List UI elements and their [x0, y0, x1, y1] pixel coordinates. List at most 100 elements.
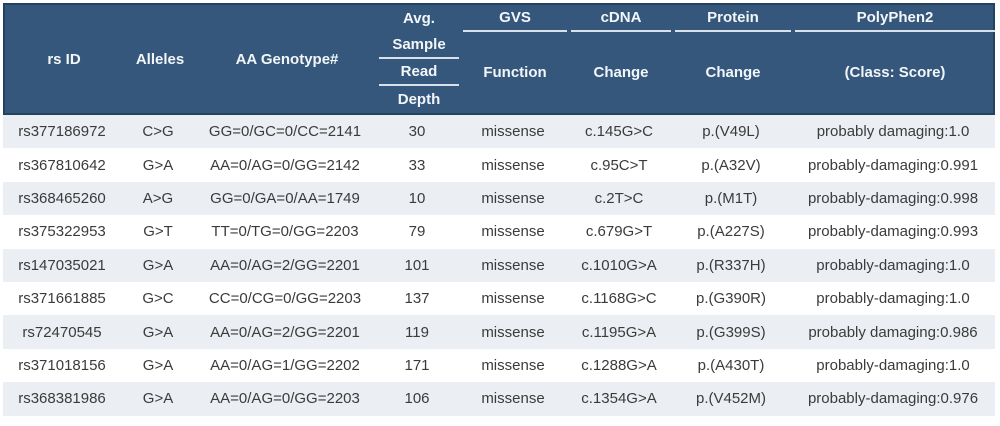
cdna-change-cell: c.1354G>A [581, 390, 657, 408]
protein-change-cell: p.(G390R) [695, 290, 767, 308]
cdna-change-cell: c.145G>C [585, 123, 653, 141]
gvs-group-label: GVS [463, 5, 567, 32]
polyphen2-class-score-label: (Class: Score) [844, 64, 946, 81]
gvs-function-cell: missense [481, 223, 545, 241]
gvs-function-cell: missense [481, 256, 545, 274]
polyphen2-cell: probably-damaging:0.991 [807, 156, 979, 174]
polyphen2-group-label: PolyPhen2 [795, 5, 995, 32]
column-header-aa-genotype: AA Genotype# [235, 50, 339, 68]
cdna-change-cell: c.1195G>A [581, 323, 657, 341]
table-row: rs371018156 G>A AA=0/AG=1/GG=2202 171 mi… [3, 348, 995, 383]
depth-header-line-depth: Depth [397, 91, 441, 108]
alleles-cell: C>G [142, 123, 174, 141]
aa-genotype-cell: AA=0/AG=0/GG=2203 [210, 390, 360, 408]
table-row: rs368381986 G>A AA=0/AG=0/GG=2203 106 mi… [3, 382, 995, 416]
rs-id-cell: rs147035021 [18, 256, 106, 274]
read-depth-cell: 106 [404, 390, 430, 408]
table-row: rs72470545 G>A AA=0/AG=2/GG=2201 119 mis… [3, 315, 995, 349]
column-header-protein-change: Protein Change [673, 5, 793, 113]
read-depth-cell: 30 [408, 123, 426, 141]
alleles-cell: G>A [142, 156, 174, 174]
gvs-function-cell: missense [481, 356, 545, 374]
cdna-change-label: Change [593, 64, 649, 81]
read-depth-cell: 79 [408, 223, 426, 241]
rs-id-cell: rs368465260 [18, 189, 106, 207]
rs-id-cell: rs377186972 [18, 123, 106, 141]
cdna-change-cell: c.1010G>A [581, 256, 657, 274]
table-row: rs371661885 G>C CC=0/CG=0/GG=2203 137 mi… [3, 281, 995, 316]
polyphen2-cell: probably damaging:1.0 [816, 123, 970, 141]
aa-genotype-cell: GG=0/GC=0/CC=2141 [208, 123, 362, 141]
cdna-change-cell: c.1168G>C [581, 290, 657, 308]
aa-genotype-cell: AA=0/AG=2/GG=2201 [210, 323, 360, 341]
alleles-cell: G>A [142, 323, 174, 341]
alleles-cell: G>A [142, 390, 174, 408]
column-header-cdna-change: cDNA Change [569, 5, 673, 113]
table-header: rs ID Alleles AA Genotype# Avg. Sample R… [3, 3, 995, 115]
rs-id-cell: rs368381986 [18, 390, 106, 408]
alleles-cell: G>A [142, 256, 174, 274]
protein-change-cell: p.(G399S) [696, 323, 766, 341]
cdna-group-label: cDNA [571, 5, 671, 32]
protein-change-cell: p.(A227S) [697, 223, 765, 241]
table-row: rs375322953 G>T TT=0/TG=0/GG=2203 79 mis… [3, 215, 995, 249]
alleles-cell: G>A [142, 356, 174, 374]
aa-genotype-cell: GG=0/GA=0/AA=1749 [210, 189, 360, 207]
aa-genotype-cell: AA=0/AG=1/GG=2202 [210, 356, 360, 374]
gvs-function-cell: missense [481, 290, 545, 308]
cdna-change-cell: c.1288G>A [581, 356, 657, 374]
rs-id-cell: rs72470545 [22, 323, 102, 341]
aa-genotype-cell: AA=0/AG=0/GG=2142 [210, 156, 360, 174]
cdna-change-cell: c.2T>C [594, 189, 644, 207]
rs-id-cell: rs371661885 [18, 290, 106, 308]
rs-id-cell: rs375322953 [18, 223, 106, 241]
column-header-avg-sample-read-depth: Avg. Sample Read Depth [377, 5, 461, 113]
gvs-function-cell: missense [481, 323, 545, 341]
table-body: rs377186972 C>G GG=0/GC=0/CC=2141 30 mis… [3, 115, 995, 416]
read-depth-cell: 101 [404, 256, 430, 274]
table-row: rs377186972 C>G GG=0/GC=0/CC=2141 30 mis… [3, 115, 995, 149]
column-header-gvs-function: GVS Function [461, 5, 569, 113]
polyphen2-cell: probably-damaging:0.976 [807, 390, 979, 408]
read-depth-cell: 171 [404, 356, 430, 374]
gvs-function-cell: missense [481, 390, 545, 408]
read-depth-cell: 33 [408, 156, 426, 174]
depth-header-line-avg: Avg. [403, 10, 435, 27]
depth-header-line-read: Read [379, 59, 459, 86]
column-header-rs-id: rs ID [47, 50, 81, 68]
read-depth-cell: 119 [405, 323, 429, 341]
gvs-function-label: Function [483, 64, 547, 81]
protein-change-cell: p.(M1T) [704, 189, 758, 207]
alleles-cell: A>G [142, 189, 174, 207]
read-depth-cell: 137 [404, 290, 430, 308]
protein-change-cell: p.(A32V) [701, 156, 761, 174]
polyphen2-cell: probably-damaging:0.993 [807, 223, 979, 241]
aa-genotype-cell: TT=0/TG=0/GG=2203 [211, 223, 359, 241]
polyphen2-cell: probably-damaging:1.0 [816, 256, 970, 274]
protein-change-cell: p.(A430T) [697, 356, 765, 374]
protein-change-cell: p.(V49L) [702, 123, 760, 141]
aa-genotype-cell: AA=0/AG=2/GG=2201 [210, 256, 360, 274]
polyphen2-cell: probably-damaging:1.0 [816, 290, 970, 308]
depth-header-line-sample: Sample [379, 32, 459, 59]
protein-change-label: Change [705, 64, 761, 81]
table-row: rs147035021 G>A AA=0/AG=2/GG=2201 101 mi… [3, 248, 995, 282]
table-row: rs368465260 A>G GG=0/GA=0/AA=1749 10 mis… [3, 181, 995, 216]
aa-genotype-cell: CC=0/CG=0/GG=2203 [208, 290, 362, 308]
protein-change-cell: p.(R337H) [696, 256, 766, 274]
table-row: rs367810642 G>A AA=0/AG=0/GG=2142 33 mis… [3, 148, 995, 182]
rs-id-cell: rs371018156 [18, 356, 106, 374]
cdna-change-cell: c.95C>T [590, 156, 648, 174]
read-depth-cell: 10 [408, 189, 426, 207]
alleles-cell: G>C [142, 290, 174, 308]
rs-id-cell: rs367810642 [18, 156, 106, 174]
column-header-polyphen2: PolyPhen2 (Class: Score) [793, 5, 997, 113]
polyphen2-cell: probably-damaging:0.998 [807, 189, 979, 207]
variant-table: rs ID Alleles AA Genotype# Avg. Sample R… [3, 3, 995, 416]
protein-change-cell: p.(V452M) [695, 390, 767, 408]
gvs-function-cell: missense [481, 123, 545, 141]
gvs-function-cell: missense [481, 189, 545, 207]
polyphen2-cell: probably-damaging:1.0 [816, 356, 970, 374]
column-header-alleles: Alleles [135, 50, 185, 68]
alleles-cell: G>T [143, 223, 173, 241]
